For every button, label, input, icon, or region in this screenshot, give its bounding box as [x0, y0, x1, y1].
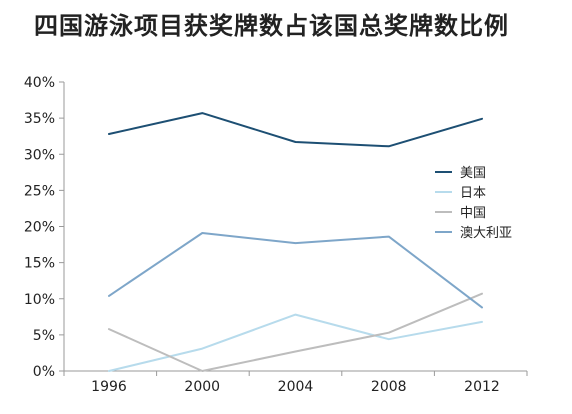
x-tick-label: 2000	[184, 379, 220, 395]
y-axis-ticks: 0% 5% 10% 15% 20% 25% 30% 35% 40%	[24, 75, 64, 380]
y-tick-label: 35%	[24, 111, 55, 127]
legend-label: 美国	[460, 166, 486, 181]
y-tick-label: 15%	[24, 256, 55, 272]
x-axis-ticks: 1996 2000 2004 2008 2012	[63, 371, 528, 395]
x-tick-label: 2008	[371, 379, 407, 395]
y-tick-label: 5%	[33, 328, 55, 344]
series-line-日本	[108, 313, 483, 372]
x-tick-label: 2004	[278, 379, 314, 395]
legend-label: 中国	[460, 206, 486, 221]
x-tick-label: 2012	[464, 379, 500, 395]
x-tick-label: 1996	[91, 379, 127, 395]
y-tick-label: 25%	[24, 183, 55, 199]
y-tick-label: 40%	[24, 75, 55, 91]
y-tick-label: 20%	[24, 220, 55, 236]
series-lines	[108, 112, 483, 372]
series-line-美国	[108, 112, 483, 148]
y-tick-label: 0%	[33, 364, 55, 380]
y-tick-label: 30%	[24, 147, 55, 163]
legend-label: 澳大利亚	[460, 225, 512, 241]
series-line-澳大利亚	[108, 232, 483, 309]
y-tick-label: 10%	[24, 292, 55, 308]
chart-title: 四国游泳项目获奖牌数占该国总奖牌数比例	[34, 12, 509, 40]
legend-label: 日本	[460, 186, 486, 201]
series-line-中国	[108, 292, 483, 372]
